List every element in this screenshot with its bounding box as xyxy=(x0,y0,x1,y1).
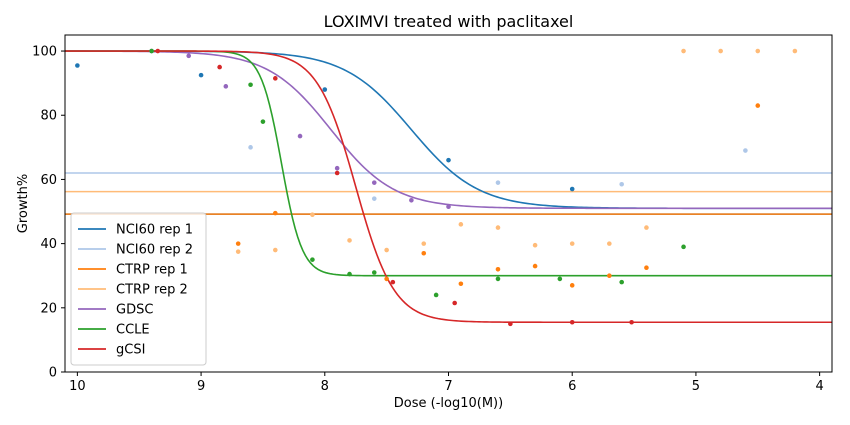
point-ctrp-rep-2 xyxy=(681,48,686,54)
y-tick-label: 20 xyxy=(40,301,57,316)
point-ctrp-rep-1 xyxy=(273,210,278,216)
point-ctrp-rep-2 xyxy=(495,225,501,230)
point-gdsc xyxy=(223,84,229,89)
point-ctrp-rep-1 xyxy=(755,103,761,108)
point-ctrp-rep-2 xyxy=(532,242,538,248)
point-ctrp-rep-2 xyxy=(607,241,612,246)
point-ctrp-rep-1 xyxy=(235,241,241,246)
point-gcsi xyxy=(569,319,575,325)
chart-title: LOXIMVI treated with paclitaxel xyxy=(324,12,574,31)
point-gcsi xyxy=(452,300,457,306)
point-nci60-rep-2 xyxy=(371,196,377,201)
point-ctrp-rep-2 xyxy=(644,225,649,230)
legend-box xyxy=(70,212,207,366)
point-ctrp-rep-2 xyxy=(421,241,427,246)
point-ccle xyxy=(681,244,686,250)
point-ctrp-rep-1 xyxy=(644,265,649,270)
point-ccle xyxy=(149,48,154,54)
curve-gcsi xyxy=(65,50,832,324)
y-tick-label: 100 xyxy=(32,45,57,60)
point-ctrp-rep-2 xyxy=(235,249,241,254)
point-nci60-rep-2 xyxy=(495,180,501,185)
point-ccle xyxy=(371,270,377,275)
point-gcsi xyxy=(629,319,634,325)
point-ccle xyxy=(347,271,352,277)
x-tick-label: 8 xyxy=(321,379,329,394)
legend-label-nci60-rep-1: NCI60 rep 1 xyxy=(116,223,193,238)
point-nci60-rep-2 xyxy=(248,145,253,150)
legend-label-gcsi: gCSI xyxy=(116,343,145,358)
x-axis-label: Dose (-log10(M)) xyxy=(394,396,503,411)
legend-label-ctrp-rep-2: CTRP rep 2 xyxy=(116,283,188,298)
y-tick-label: 40 xyxy=(40,237,57,252)
x-tick-label: 6 xyxy=(568,379,576,394)
point-ctrp-rep-2 xyxy=(347,238,352,243)
point-nci60-rep-1 xyxy=(446,157,451,163)
legend-label-ccle: CCLE xyxy=(116,323,150,338)
point-gcsi xyxy=(273,76,278,81)
point-ccle xyxy=(310,257,315,262)
point-gdsc xyxy=(371,180,377,185)
point-gcsi xyxy=(508,321,513,327)
legend-label-ctrp-rep-1: CTRP rep 1 xyxy=(116,263,188,278)
y-axis-label: Growth% xyxy=(16,174,31,233)
point-ctrp-rep-1 xyxy=(384,276,389,282)
point-ccle xyxy=(619,279,624,285)
point-ctrp-rep-1 xyxy=(569,283,575,288)
point-ccle xyxy=(433,292,439,298)
point-gcsi xyxy=(217,64,222,70)
point-ctrp-rep-2 xyxy=(718,48,723,54)
curve-nci60-rep-1 xyxy=(65,50,832,210)
point-ctrp-rep-2 xyxy=(384,247,389,253)
point-gcsi xyxy=(334,170,340,176)
x-tick-label: 4 xyxy=(815,379,823,394)
curve-gdsc xyxy=(65,50,832,210)
point-ccle xyxy=(495,276,501,282)
legend: NCI60 rep 1 NCI60 rep 2 CTRP rep 1 CTRP rep… xyxy=(70,212,207,366)
point-ctrp-rep-2 xyxy=(569,241,575,246)
x-tick-label: 7 xyxy=(444,379,452,394)
point-gdsc xyxy=(409,197,414,203)
point-nci60-rep-1 xyxy=(75,63,80,68)
x-tick-label: 9 xyxy=(197,379,205,394)
legend-label-gdsc: GDSC xyxy=(116,303,153,318)
point-ctrp-rep-2 xyxy=(310,212,315,218)
point-ccle xyxy=(557,276,563,282)
point-ctrp-rep-1 xyxy=(532,263,538,269)
point-ctrp-rep-1 xyxy=(458,281,464,287)
legend-label-nci60-rep-2: NCI60 rep 2 xyxy=(116,243,193,258)
point-ccle xyxy=(260,119,266,124)
point-gdsc xyxy=(446,204,451,210)
point-ccle xyxy=(248,82,253,88)
point-ctrp-rep-2 xyxy=(792,48,798,54)
point-ctrp-rep-2 xyxy=(273,247,278,253)
point-gcsi xyxy=(155,48,161,54)
y-tick-label: 0 xyxy=(49,366,57,381)
y-tick-label: 60 xyxy=(40,173,57,188)
point-nci60-rep-1 xyxy=(198,72,204,78)
point-gdsc xyxy=(297,133,303,139)
point-ctrp-rep-1 xyxy=(495,266,501,272)
point-ctrp-rep-1 xyxy=(421,250,427,256)
point-gdsc xyxy=(186,53,192,59)
point-nci60-rep-2 xyxy=(743,148,748,153)
point-ctrp-rep-2 xyxy=(458,222,464,227)
point-ctrp-rep-1 xyxy=(607,273,612,279)
x-tick-label: 5 xyxy=(692,379,700,394)
point-nci60-rep-1 xyxy=(322,87,328,92)
point-nci60-rep-2 xyxy=(619,181,624,187)
point-gdsc xyxy=(334,165,340,171)
point-gcsi xyxy=(390,279,396,285)
point-nci60-rep-1 xyxy=(569,186,575,192)
y-tick-label: 80 xyxy=(40,109,57,124)
point-ctrp-rep-2 xyxy=(755,48,761,54)
x-tick-label: 10 xyxy=(69,379,86,394)
